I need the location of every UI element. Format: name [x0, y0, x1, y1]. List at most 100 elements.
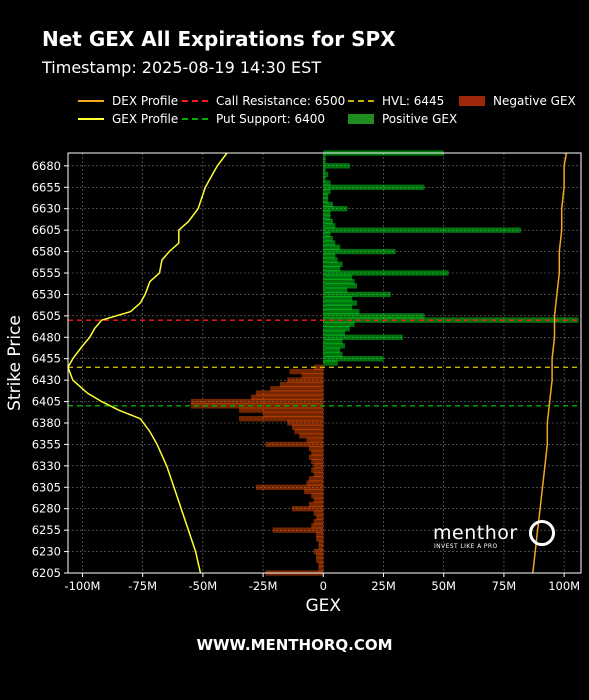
x-tick-label: 100M — [548, 579, 580, 593]
y-tick-label: 6380 — [32, 416, 61, 430]
negative-gex-bar — [318, 540, 324, 546]
negative-gex-bar — [308, 454, 324, 460]
positive-gex-bar — [323, 248, 396, 255]
footer-url: WWW.MENTHORQ.COM — [196, 636, 393, 654]
legend-label: Put Support: 6400 — [216, 112, 325, 126]
x-tick-label: -75M — [128, 579, 157, 593]
positive-gex-bar — [323, 338, 343, 345]
y-tick-label: 6555 — [32, 266, 61, 280]
positive-gex-bar — [323, 244, 341, 250]
legend-label: HVL: 6445 — [382, 94, 445, 108]
negative-gex-bar — [190, 398, 324, 405]
y-tick-label: 6205 — [32, 566, 61, 580]
positive-gex-bar — [323, 163, 350, 169]
positive-gex-bar — [323, 330, 345, 336]
positive-gex-bar — [323, 210, 331, 216]
legend-swatch — [182, 100, 208, 102]
profile-lines — [67, 152, 568, 574]
positive-gex-bar — [323, 180, 331, 186]
legend-item-call-resistance: Call Resistance: 6500 — [182, 94, 345, 108]
positive-gex-bar — [323, 266, 341, 272]
positive-gex-bar — [323, 278, 355, 285]
logo-q-icon — [529, 520, 555, 546]
x-tick-label: 25M — [371, 579, 396, 593]
negative-gex-bar — [311, 493, 324, 499]
positive-gex-bar — [323, 304, 353, 310]
y-tick-label: 6305 — [32, 480, 61, 494]
negative-gex-bar — [313, 548, 324, 555]
legend-label: Positive GEX — [382, 112, 458, 126]
y-tick-label: 6330 — [32, 459, 61, 473]
y-tick-label: 6255 — [32, 523, 61, 537]
negative-gex-bar — [318, 561, 324, 568]
positive-gex-bar — [323, 291, 391, 298]
positive-gex-bar — [323, 231, 331, 238]
y-tick-label: 6355 — [32, 437, 61, 451]
y-tick-label: 6455 — [32, 352, 61, 366]
logo-tagline: INVEST LIKE A PRO — [434, 543, 498, 550]
y-tick-label: 6630 — [32, 202, 61, 216]
negative-gex-bar — [306, 437, 324, 443]
negative-gex-bar — [316, 557, 324, 563]
positive-gex-bar — [323, 257, 338, 263]
x-axis-ticks: -100M -75M -50M -25M 0 25M 50M 75M 100M — [64, 573, 580, 593]
legend-item-hvl: HVL: 6445 — [348, 94, 444, 108]
plot-frame — [67, 152, 582, 574]
y-tick-label: 6605 — [32, 223, 61, 237]
legend-item-gex-profile: GEX Profile — [78, 112, 178, 126]
chart-timestamp: Timestamp: 2025-08-19 14:30 EST — [42, 58, 322, 77]
positive-gex-bar — [323, 343, 345, 349]
negative-gex-bar — [299, 433, 324, 439]
legend-item-positive-gex: Positive GEX — [348, 112, 457, 126]
chart-title: Net GEX All Expirations for SPX — [42, 27, 396, 51]
positive-gex-bar — [323, 171, 329, 178]
legend-swatch — [78, 118, 104, 120]
negative-gex-bar — [318, 566, 324, 572]
grid — [68, 153, 581, 574]
negative-gex-bar — [270, 386, 324, 392]
negative-gex-bar — [263, 411, 324, 418]
positive-gex-bar — [323, 214, 331, 220]
negative-gex-bar — [311, 523, 324, 529]
legend-label: Call Resistance: 6500 — [216, 94, 346, 108]
y-tick-label: 6655 — [32, 180, 61, 194]
x-tick-label: 50M — [431, 579, 456, 593]
y-tick-label: 6230 — [32, 545, 61, 559]
negative-gex-bar — [289, 368, 324, 375]
negative-gex-bar — [251, 394, 324, 400]
negative-gex-bar — [316, 514, 324, 520]
negative-gex-bar — [306, 480, 324, 486]
y-tick-label: 6430 — [32, 373, 61, 387]
negative-gex-bar — [287, 377, 324, 383]
positive-gex-bar — [323, 167, 326, 173]
positive-gex-bar — [323, 321, 355, 328]
gex-profile-line — [67, 152, 228, 574]
negative-gex-bar — [311, 467, 324, 473]
negative-gex-bar — [311, 450, 324, 456]
legend-swatch — [78, 100, 104, 102]
legend-item-dex-profile: DEX Profile — [78, 94, 178, 108]
negative-gex-bar — [316, 553, 324, 559]
legend-label: Negative GEX — [493, 94, 576, 108]
positive-gex-bar — [323, 158, 326, 165]
positive-gex-bar — [323, 197, 329, 203]
negative-gex-bar — [313, 518, 324, 525]
menthorq-logo: menthor INVEST LIKE A PRO — [433, 520, 555, 556]
chart-legend: DEX Profile Call Resistance: 6500 HVL: 6… — [78, 94, 588, 134]
positive-gex-bar — [323, 223, 336, 229]
negative-gex-bar — [291, 424, 324, 430]
gex-bars — [190, 150, 579, 576]
positive-gex-bar — [323, 193, 329, 199]
y-tick-label: 6280 — [32, 502, 61, 516]
negative-gex-bar — [294, 428, 324, 435]
negative-gex-bar — [304, 488, 324, 495]
positive-gex-bar — [323, 176, 326, 182]
legend-item-put-support: Put Support: 6400 — [182, 112, 325, 126]
positive-gex-bar — [323, 154, 326, 160]
negative-gex-bar — [301, 373, 324, 379]
positive-gex-bar — [323, 206, 348, 212]
y-axis-ticks: 6205 6230 6255 6280 6305 6330 6355 6380 6405 6430… — [32, 159, 68, 580]
y-tick-label: 6680 — [32, 159, 61, 173]
y-tick-label: 6405 — [32, 395, 61, 409]
